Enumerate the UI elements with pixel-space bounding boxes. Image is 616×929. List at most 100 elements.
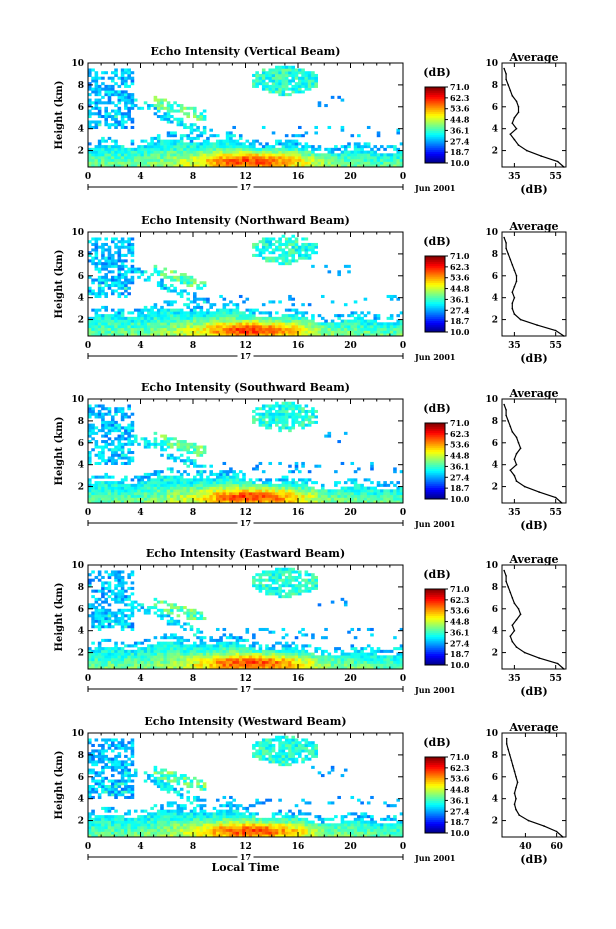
heatmap-cell [380, 500, 384, 504]
heatmap-cell [258, 311, 263, 315]
heatmap-cell [291, 319, 296, 323]
heatmap-cell [278, 500, 282, 504]
heatmap-cell [396, 158, 401, 162]
heatmap-cell [124, 333, 128, 337]
heatmap-cell [350, 333, 355, 337]
heatmap-cell [370, 489, 374, 493]
heatmap-cell [183, 319, 187, 323]
heatmap-cell [202, 486, 207, 490]
heatmap-cell [206, 161, 210, 165]
heatmap-cell [140, 106, 145, 110]
profile-y-tick-label: 6 [492, 103, 498, 113]
heatmap-cell [281, 492, 286, 496]
heatmap-cell [183, 303, 187, 307]
heatmap-cell [170, 500, 174, 504]
heatmap-cell [97, 281, 102, 285]
heatmap-cell [265, 142, 269, 146]
heatmap-cell [160, 142, 164, 146]
heatmap-cell [104, 281, 108, 285]
profile-point [513, 138, 516, 141]
heatmap-cell [275, 322, 279, 326]
heatmap-cell [284, 93, 289, 97]
heatmap-cell [114, 289, 118, 293]
heatmap-cell [255, 153, 259, 157]
heatmap-cell [94, 264, 99, 268]
heatmap-cell [140, 494, 145, 498]
heatmap-cell [265, 423, 269, 427]
heatmap-cell [97, 492, 102, 496]
heatmap-cell [124, 82, 128, 86]
heatmap-cell [127, 311, 131, 315]
colorbar-segment [425, 145, 445, 149]
heatmap-cell [107, 136, 112, 140]
heatmap-cell [156, 115, 161, 119]
heatmap-cell [330, 497, 335, 501]
heatmap-cell [380, 492, 384, 496]
heatmap-cell [343, 500, 348, 504]
heatmap-cell [117, 453, 122, 457]
heatmap-cell [127, 281, 131, 285]
heatmap-cell [147, 655, 151, 659]
heatmap-cell [183, 478, 187, 482]
heatmap-cell [284, 256, 289, 260]
heatmap-cell [117, 112, 122, 116]
heatmap-cell [393, 156, 397, 160]
heatmap-cell [202, 164, 207, 168]
heatmap-cell [117, 429, 122, 433]
heatmap-cell [360, 483, 364, 487]
heatmap-cell [120, 145, 125, 149]
heatmap-cell [193, 327, 197, 331]
heatmap-cell [124, 426, 128, 430]
heatmap-cell [268, 153, 273, 157]
heatmap-cell [298, 79, 302, 83]
heatmap-cell [163, 314, 168, 318]
heatmap-cell [281, 82, 286, 86]
heatmap-cell [343, 153, 348, 157]
heatmap-cell [124, 71, 128, 75]
heatmap-cell [183, 106, 187, 110]
heatmap-cell [166, 658, 171, 662]
profile-point [517, 111, 520, 114]
colorbar-segment [425, 489, 445, 492]
heatmap-cell [166, 660, 171, 664]
heatmap-cell [347, 330, 351, 334]
heatmap-cell [242, 497, 246, 501]
heatmap-cell [94, 71, 99, 75]
heatmap-cell [330, 153, 335, 157]
heatmap-cell [114, 489, 118, 493]
heatmap-cell [265, 486, 269, 490]
heatmap-cell [94, 333, 99, 337]
heatmap-cell [235, 475, 240, 479]
heatmap-cell [101, 150, 105, 154]
heatmap-cell [353, 145, 358, 149]
heatmap-cell [281, 87, 286, 91]
heatmap-cell [137, 489, 141, 493]
heatmap-cell [193, 489, 197, 493]
heatmap-cell [133, 147, 138, 151]
heatmap-cell [101, 281, 105, 285]
heatmap-cell [222, 319, 227, 323]
heatmap-cell [278, 461, 282, 465]
heatmap-cell [301, 245, 305, 249]
heatmap-cell [311, 500, 315, 504]
heatmap-cell [140, 139, 145, 143]
heatmap-cell [235, 150, 240, 154]
heatmap-cell [97, 106, 102, 110]
heatmap-cell [150, 492, 154, 496]
heatmap-cell [137, 322, 141, 326]
heatmap-cell [88, 68, 92, 72]
heatmap-cell [242, 153, 246, 157]
heatmap-cell [229, 158, 233, 162]
heatmap-cell [327, 497, 332, 501]
heatmap-cell [271, 87, 276, 91]
heatmap-cell [114, 461, 118, 465]
heatmap-cell [360, 156, 364, 160]
heatmap-cell [104, 597, 108, 601]
heatmap-cell [281, 93, 286, 97]
heatmap-cell [215, 475, 220, 479]
heatmap-cell [396, 156, 401, 160]
colorbar-tick-label: 53.6 [450, 104, 470, 114]
heatmap-cell [186, 305, 191, 309]
heatmap-cell [186, 330, 191, 334]
heatmap-cell [206, 156, 210, 160]
